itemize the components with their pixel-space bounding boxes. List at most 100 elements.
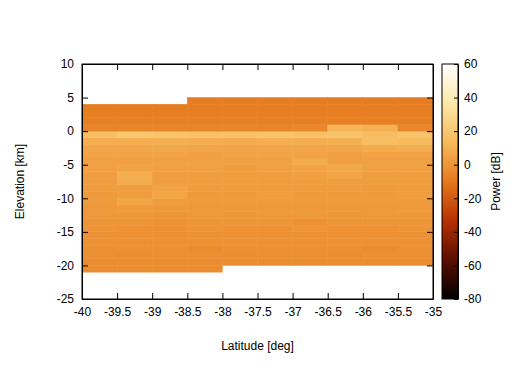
tick-label: 60 — [464, 57, 478, 71]
heatmap-cell — [398, 171, 433, 178]
heatmap-cells — [82, 98, 433, 273]
tick-mark — [82, 198, 88, 199]
heatmap-cell — [328, 145, 363, 152]
heatmap-cell — [82, 131, 117, 138]
tick-mark — [293, 293, 294, 299]
heatmap-cell — [152, 198, 187, 205]
tick-label: -38 — [214, 305, 232, 319]
heatmap-cell — [328, 192, 363, 199]
heatmap-cell — [187, 265, 222, 272]
heatmap-cell — [82, 171, 117, 178]
heatmap-cell — [82, 259, 117, 266]
heatmap-cell — [187, 259, 222, 266]
heatmap-cell — [82, 178, 117, 185]
heatmap-cell — [187, 205, 222, 212]
tick: 60 — [454, 57, 478, 71]
heatmap-cell — [187, 232, 222, 239]
heatmap-cell — [187, 151, 222, 158]
tick — [427, 98, 433, 99]
tick: -39.5 — [104, 293, 132, 319]
tick-mark — [454, 198, 458, 199]
tick: 5 — [67, 91, 88, 105]
tick: -40 — [454, 225, 482, 239]
heatmap-cell — [293, 178, 328, 185]
heatmap-cell — [293, 104, 328, 111]
tick — [187, 64, 188, 70]
heatmap-cell — [293, 111, 328, 118]
heatmap-cell — [152, 171, 187, 178]
heatmap-cell — [152, 185, 187, 192]
heatmap-cell — [258, 104, 293, 111]
heatmap-cell — [222, 145, 257, 152]
heatmap-cell — [398, 151, 433, 158]
tick: -10 — [57, 192, 88, 206]
heatmap-cell — [258, 131, 293, 138]
heatmap-cell — [222, 171, 257, 178]
tick-mark — [187, 293, 188, 299]
heatmap-cell — [363, 138, 398, 145]
heatmap-cell — [222, 192, 257, 199]
heatmap-cell — [363, 239, 398, 246]
heatmap-cell — [328, 171, 363, 178]
heatmap-cell — [187, 138, 222, 145]
heatmap-cell — [328, 124, 363, 131]
heatmap-cell — [117, 239, 152, 246]
heatmap-cell — [398, 205, 433, 212]
tick-label: 20 — [464, 124, 478, 138]
tick-label: 10 — [61, 57, 75, 71]
heatmap-cell — [117, 104, 152, 111]
heatmap-cell — [293, 225, 328, 232]
heatmap-cell — [82, 252, 117, 259]
heatmap-cell — [258, 259, 293, 266]
tick-mark — [258, 64, 259, 70]
heatmap-cell — [187, 192, 222, 199]
chart: -40-39.5-39-38.5-38-37.5-37-36.5-36-35.5… — [0, 0, 512, 384]
heatmap-cell — [222, 165, 257, 172]
heatmap-cell — [117, 118, 152, 125]
heatmap-cell — [187, 212, 222, 219]
heatmap-cell — [258, 151, 293, 158]
heatmap-cell — [187, 158, 222, 165]
tick-mark — [187, 64, 188, 70]
tick-label: -38.5 — [174, 305, 202, 319]
heatmap-cell — [328, 178, 363, 185]
heatmap-cell — [258, 185, 293, 192]
tick — [427, 165, 433, 166]
heatmap-cell — [82, 225, 117, 232]
tick-mark — [363, 64, 364, 70]
heatmap-cell — [82, 151, 117, 158]
heatmap-cell — [363, 145, 398, 152]
heatmap-cell — [258, 245, 293, 252]
tick-mark — [427, 165, 433, 166]
colorbar — [442, 64, 458, 299]
plot-frame — [82, 64, 433, 299]
heatmap-cell — [82, 239, 117, 246]
heatmap-cell — [117, 111, 152, 118]
heatmap-cell — [152, 192, 187, 199]
tick — [427, 198, 433, 199]
heatmap-cell — [328, 138, 363, 145]
heatmap-cell — [363, 178, 398, 185]
heatmap-cell — [258, 171, 293, 178]
heatmap-cell — [117, 131, 152, 138]
heatmap-cell — [293, 198, 328, 205]
heatmap-cell — [363, 131, 398, 138]
heatmap-cell — [293, 124, 328, 131]
tick-label: -36.5 — [315, 305, 343, 319]
heatmap-cell — [152, 245, 187, 252]
tick-mark — [152, 293, 153, 299]
heatmap-cell — [117, 259, 152, 266]
heatmap-cell — [258, 145, 293, 152]
tick-label: -39.5 — [104, 305, 132, 319]
heatmap-cell — [82, 245, 117, 252]
heatmap-cell — [82, 145, 117, 152]
heatmap-cell — [328, 185, 363, 192]
tick — [293, 64, 294, 70]
tick — [152, 64, 153, 70]
heatmap-cell — [258, 205, 293, 212]
tick: -37 — [284, 293, 302, 319]
heatmap-cell — [258, 239, 293, 246]
heatmap-cell — [222, 252, 257, 259]
heatmap-cell — [363, 98, 398, 105]
tick: -20 — [57, 259, 88, 273]
